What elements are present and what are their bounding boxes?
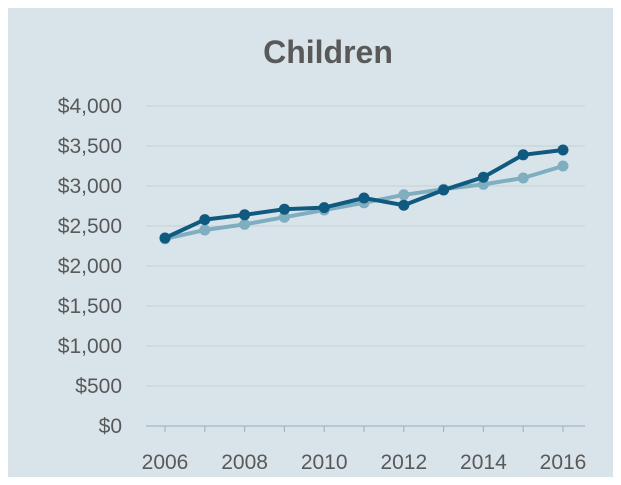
y-tick-label: $1,500: [58, 295, 122, 318]
grid-layer: [146, 105, 585, 387]
y-tick-label: $1,000: [58, 335, 122, 358]
series-1-point: [239, 209, 251, 221]
series-layer: [159, 144, 569, 245]
x-tick-label: 2012: [380, 451, 427, 474]
series-1-point: [278, 203, 290, 215]
series-1-point: [398, 199, 410, 211]
y-tick-label: $2,500: [58, 215, 122, 238]
series-1-point: [477, 171, 489, 183]
axis-layer: $0 $500 $1,000 $1,500 $2,000 $2,500 $3,000 $3,5…: [58, 95, 587, 474]
y-tick-label: $4,000: [58, 95, 122, 118]
series-1-point: [557, 144, 569, 156]
chart-panel: Children $0 $500 $1,000 $1,500 $2,000 $2,500 $…: [8, 8, 613, 477]
x-tick-label: 2010: [301, 451, 348, 474]
series-1-point: [517, 149, 529, 161]
series-2-point: [278, 211, 290, 223]
y-tick-label: $3,000: [58, 175, 122, 198]
x-tick-label: 2008: [221, 451, 268, 474]
series-1-point: [318, 202, 330, 214]
series-2-point: [239, 218, 251, 230]
series-2-point: [398, 189, 410, 201]
series-2-point: [517, 172, 529, 184]
series-1-point: [358, 192, 370, 204]
y-tick-label: $3,500: [58, 135, 122, 158]
series-2-point: [557, 160, 569, 172]
series-1-point: [199, 214, 211, 226]
y-tick-label: $500: [75, 375, 122, 398]
line-chart: Children $0$500$1,000$1,500$2,000$2,500$…: [58, 34, 587, 474]
series-1-point: [159, 232, 171, 244]
y-tick-label: $0: [99, 415, 122, 438]
x-tick-label: 2014: [460, 451, 507, 474]
series-2-point: [199, 224, 211, 236]
x-tick-label: 2016: [540, 451, 587, 474]
y-tick-label: $2,000: [58, 255, 122, 278]
chart-title: Children: [263, 34, 393, 70]
series-1-point: [438, 184, 450, 196]
x-tick-label: 2006: [142, 451, 189, 474]
